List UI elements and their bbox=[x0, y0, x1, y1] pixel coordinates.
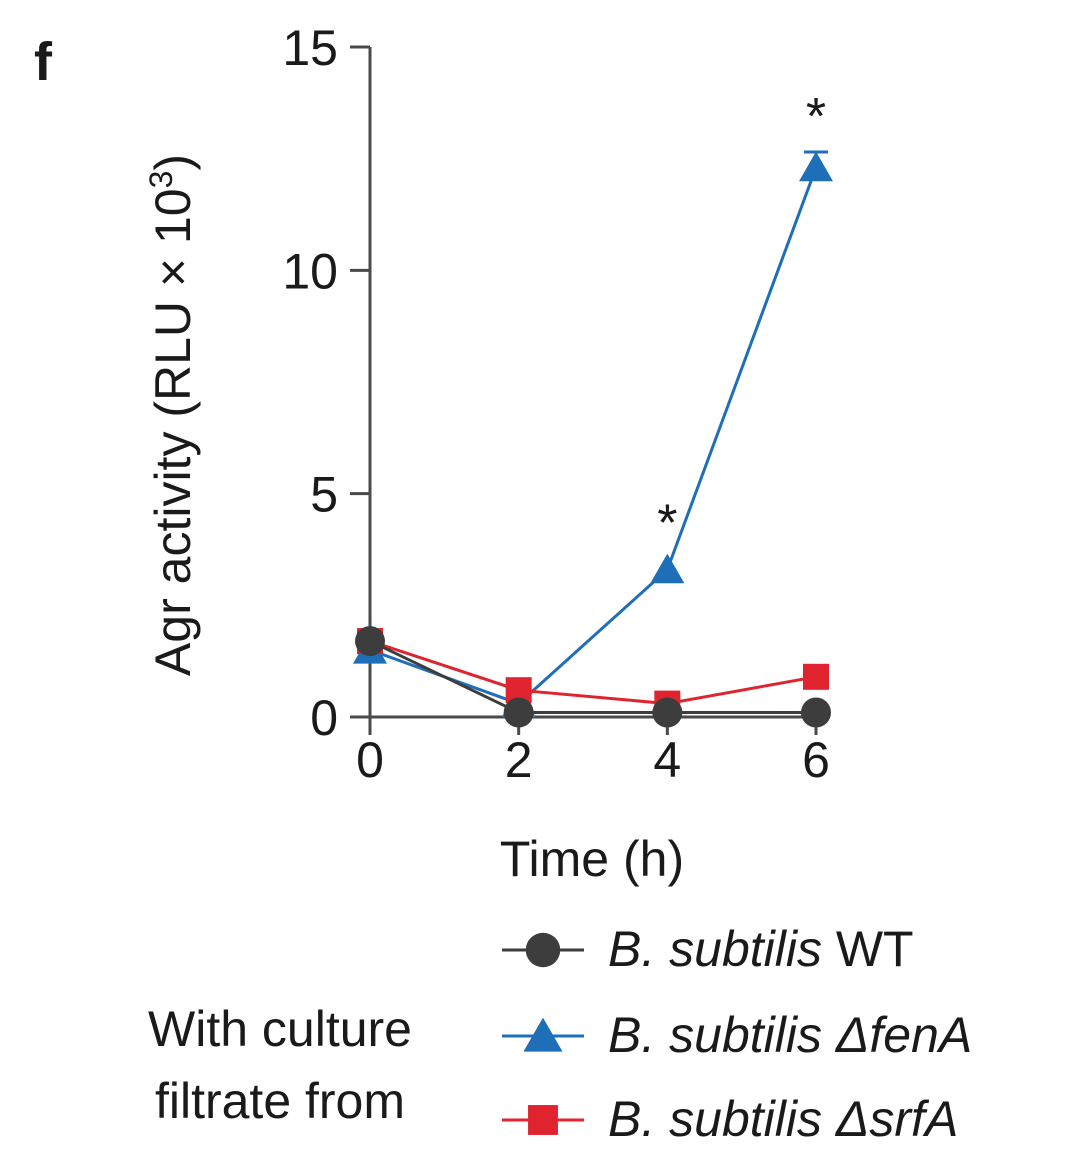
legend-marker bbox=[525, 932, 561, 968]
legend-label: B. subtilis WT bbox=[608, 921, 914, 977]
y-axis-label: Agr activity (RLU × 103) bbox=[143, 154, 201, 676]
y-tick-label: 0 bbox=[310, 690, 338, 746]
legend-marker bbox=[523, 1017, 563, 1052]
series-circle bbox=[355, 626, 831, 728]
series-line bbox=[369, 167, 818, 706]
data-point bbox=[801, 697, 831, 728]
legend-title-line-1: With culture bbox=[148, 1001, 412, 1057]
legend-title-line-2: filtrate from bbox=[155, 1073, 405, 1129]
legend-entry: B. subtilis ΔsrfA bbox=[502, 1091, 958, 1147]
data-point bbox=[650, 553, 685, 584]
x-tick-label: 4 bbox=[653, 732, 681, 788]
legend: With culture filtrate from B. subtilis W… bbox=[148, 921, 972, 1147]
legend-entry: B. subtilis ΔfenA bbox=[502, 1007, 972, 1063]
y-tick-label: 10 bbox=[282, 243, 338, 299]
y-tick-label: 5 bbox=[310, 467, 338, 523]
data-point bbox=[652, 697, 683, 728]
significance-asterisk: * bbox=[806, 88, 826, 146]
series-triangle bbox=[353, 150, 833, 718]
x-axis-label: Time (h) bbox=[500, 831, 684, 887]
series-line bbox=[369, 639, 817, 706]
legend-entry: B. subtilis WT bbox=[502, 921, 914, 977]
series-line bbox=[369, 639, 816, 715]
legend-label: B. subtilis ΔsrfA bbox=[608, 1091, 958, 1147]
x-tick-label: 2 bbox=[505, 732, 533, 788]
panel-label: f bbox=[34, 32, 53, 92]
data-point bbox=[799, 151, 833, 182]
x-tick-label: 0 bbox=[356, 732, 384, 788]
legend-label: B. subtilis ΔfenA bbox=[608, 1007, 972, 1063]
data-point bbox=[355, 626, 385, 657]
legend-marker bbox=[528, 1105, 558, 1135]
data-point bbox=[503, 697, 534, 728]
y-tick-label: 15 bbox=[282, 20, 338, 76]
data-point bbox=[803, 663, 829, 690]
x-tick-label: 6 bbox=[802, 732, 830, 788]
significance-asterisk: * bbox=[657, 494, 677, 552]
